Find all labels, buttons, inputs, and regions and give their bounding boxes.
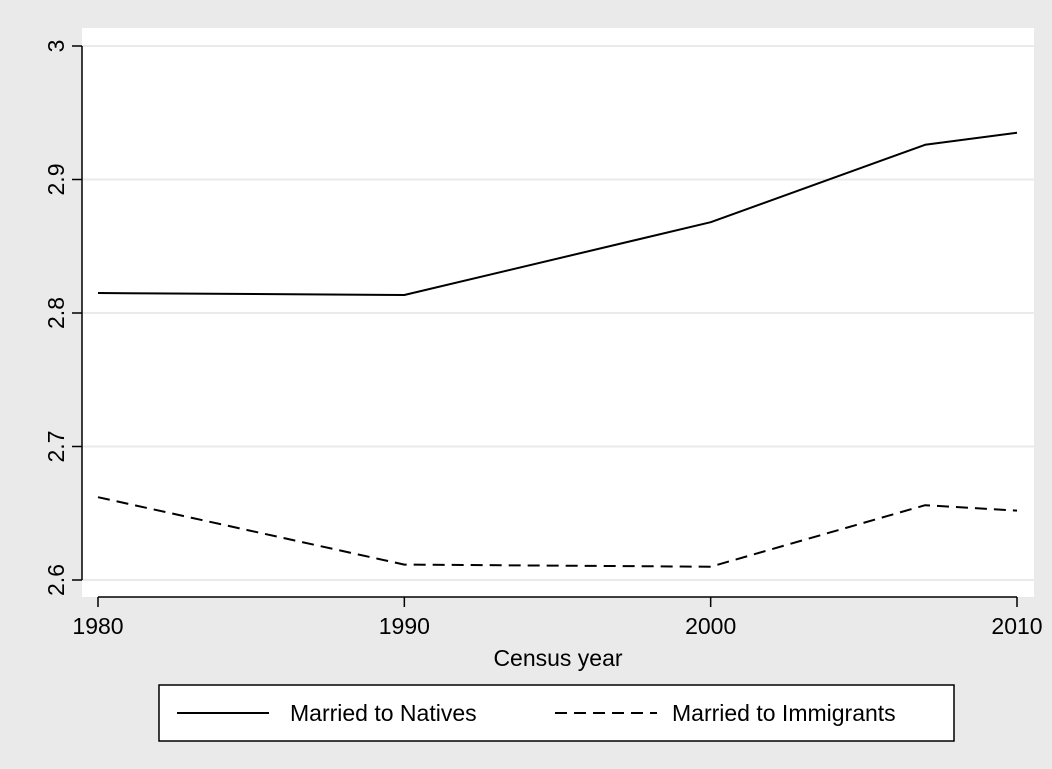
legend-label-immigrants: Married to Immigrants <box>672 700 896 726</box>
x-tick-label: 1980 <box>72 613 123 639</box>
legend: Married to Natives Married to Immigrants <box>158 684 955 742</box>
x-axis-title: Census year <box>493 645 622 671</box>
x-tick-label: 1990 <box>379 613 430 639</box>
y-tick-label: 2.9 <box>43 164 69 196</box>
axes: 2.6 2.7 2.8 2.9 3 1980 1990 2000 2010 <box>43 40 1043 639</box>
y-tick-label: 2.7 <box>43 431 69 463</box>
y-tick-label: 2.8 <box>43 297 69 329</box>
gridlines <box>82 45 1034 581</box>
data-series <box>97 131 1018 568</box>
x-tick-label: 2000 <box>685 613 736 639</box>
y-tick-label: 3 <box>43 40 69 53</box>
legend-label-natives: Married to Natives <box>290 700 477 726</box>
x-tick-label: 2010 <box>991 613 1042 639</box>
series-line-natives <box>97 131 1018 296</box>
series-line-immigrants <box>97 496 1018 568</box>
y-tick-label: 2.6 <box>43 564 69 596</box>
